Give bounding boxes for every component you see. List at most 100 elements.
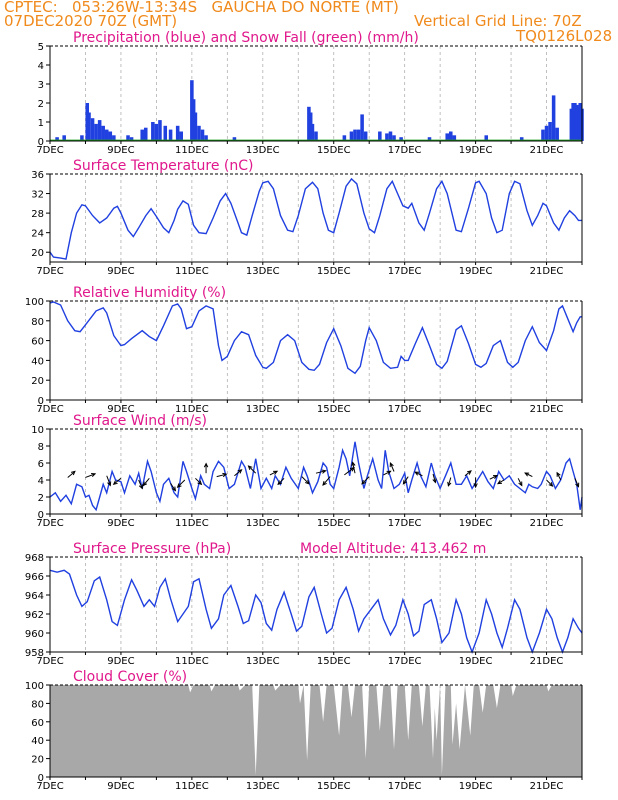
wind-arrow-shaft [432, 473, 436, 483]
x-tick-label: 19DEC [459, 145, 493, 156]
wind-arrow [447, 477, 452, 487]
precip-bar [140, 129, 144, 141]
y-tick-label: 6 [38, 459, 44, 470]
y-tick-label: 960 [25, 629, 44, 640]
precip-bar [101, 125, 105, 141]
x-tick-label: 17DEC [388, 781, 422, 792]
y-tick-label: 964 [25, 591, 44, 602]
wind-arrow-head [386, 470, 392, 475]
series-line [49, 301, 582, 375]
x-tick-label: 7DEC [36, 781, 63, 792]
wind-arrow-head [518, 481, 523, 487]
x-tick-label: 9DEC [107, 266, 134, 277]
wind-arrow-shaft [138, 479, 143, 489]
wind-arrow-shaft [447, 477, 452, 486]
wind-arrow [142, 477, 150, 487]
panel-title: Surface Wind (m/s) [73, 413, 207, 429]
x-tick-label: 19DEC [459, 518, 493, 529]
wind-arrow [496, 479, 505, 485]
precip-bar [129, 137, 134, 141]
x-tick-label: 17DEC [388, 656, 422, 667]
panel-0: 0 1 2 3 4 5 7DEC 9DEC 11DEC 13DEC 15DEC 17DEC 19DEC 2… [36, 30, 584, 156]
x-tick-label: 7DEC [36, 656, 63, 667]
x-tick-label: 15DEC [317, 781, 351, 792]
y-tick-label: 80 [31, 699, 44, 710]
wind-arrow [524, 472, 533, 478]
wind-arrow-head [492, 474, 499, 480]
wind-arrow-head [107, 481, 112, 487]
y-tick-label: 966 [25, 572, 44, 583]
wind-arrow-shaft [170, 483, 176, 491]
header-grid-note: Vertical Grid Line: 70Z [414, 12, 582, 30]
y-tick-label: 20 [31, 248, 44, 259]
precip-bar [445, 133, 449, 141]
series-line [49, 569, 583, 655]
panel-1: 20 24 28 32 36 7DEC 9DEC 11DEC 13DEC 15DEC 17DEC 19… [31, 158, 583, 277]
wind-arrow-shaft [177, 479, 186, 488]
wind-arrow-head [247, 465, 253, 470]
wind-arrow [546, 479, 554, 487]
wind-arrow [195, 477, 203, 486]
wind-arrow [489, 474, 499, 480]
y-tick-label: 24 [31, 229, 44, 240]
wind-arrow-head [548, 482, 554, 487]
precip-bar [90, 118, 95, 141]
precip-bar [154, 123, 159, 141]
y-tick-label: 3 [38, 80, 44, 91]
y-tick-label: 0 [38, 396, 44, 407]
wind-arrow-shaft [234, 469, 242, 477]
wind-arrow-shaft [352, 462, 356, 474]
precip-bar [158, 120, 162, 141]
x-tick-label: 19DEC [459, 656, 493, 667]
x-tick-label: 9DEC [107, 404, 134, 415]
precip-bar [378, 131, 382, 141]
precip-bar [452, 135, 457, 141]
wind-arrow-shaft [195, 477, 202, 485]
x-tick-label: 21DEC [530, 518, 564, 529]
precip-bar [399, 137, 403, 141]
y-tick-label: 20 [31, 376, 44, 387]
x-tick-label: 15DEC [317, 518, 351, 529]
wind-arrow [464, 470, 472, 477]
wind-arrow-head [466, 470, 472, 475]
y-tick-label: 5 [38, 42, 44, 53]
wind-arrow-head [222, 472, 228, 478]
y-tick-label: 40 [31, 736, 44, 747]
wind-arrow-head [524, 472, 530, 477]
panel-title: Cloud Cover (%) [73, 669, 187, 685]
wind-arrow [277, 477, 285, 486]
x-tick-label: 17DEC [388, 518, 422, 529]
precip-bar [548, 122, 552, 141]
wind-arrow [315, 469, 327, 474]
wind-arrow-head [447, 481, 452, 487]
panel-2: 0 20 40 60 80 100 7DEC 9DEC 11DEC 13DEC 15DEC 17DEC… [25, 285, 583, 415]
y-tick-label: 2 [38, 493, 44, 504]
x-tick-label: 19DEC [459, 781, 493, 792]
y-tick-label: 958 [25, 648, 44, 659]
wind-arrow-shaft [383, 470, 391, 476]
x-tick-label: 11DEC [175, 145, 209, 156]
y-tick-label: 80 [31, 317, 44, 328]
y-tick-label: 60 [31, 718, 44, 729]
wind-arrow-shaft [524, 472, 533, 478]
x-tick-label: 15DEC [317, 404, 351, 415]
precip-bar [97, 120, 102, 141]
x-tick-label: 15DEC [317, 656, 351, 667]
y-tick-label: 40 [31, 356, 44, 367]
wind-arrow-head [277, 480, 283, 486]
wind-arrow [247, 465, 257, 474]
y-tick-label: 8 [38, 442, 44, 453]
wind-arrow-head [197, 480, 203, 486]
y-tick-label: 1 [38, 118, 44, 129]
precip-bar [449, 131, 453, 141]
wind-arrow-head [305, 479, 310, 485]
x-tick-label: 11DEC [175, 266, 209, 277]
x-tick-label: 11DEC [175, 656, 209, 667]
precip-bar [80, 135, 84, 141]
wind-arrow-head [322, 480, 327, 486]
precip-bar [519, 137, 524, 141]
wind-arrow-head [496, 480, 503, 485]
wind-arrow [383, 470, 392, 476]
wind-arrow-shaft [546, 479, 553, 487]
